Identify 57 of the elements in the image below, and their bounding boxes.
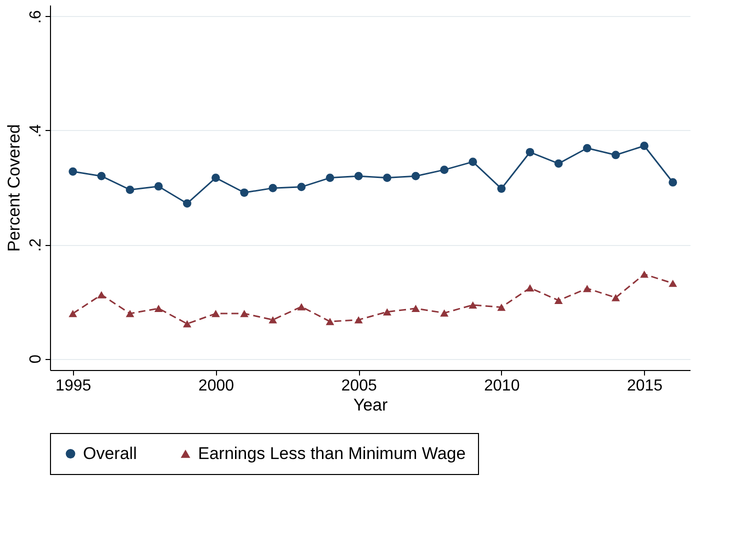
point [268,184,278,192]
y-tick-label: 0 [28,354,44,364]
y-tick-label: .6 [28,10,44,24]
point [326,318,334,326]
point [612,150,620,160]
point [212,310,220,318]
point [126,186,134,194]
point [97,291,106,298]
point [354,316,363,324]
point [468,158,478,166]
point [297,303,306,310]
point [582,284,592,292]
point [240,310,248,318]
point [554,159,563,168]
point [268,316,278,324]
x-tick-label: 1995 [56,378,92,394]
legend-label: Earnings Less than Minimum Wage [198,444,466,463]
x-axis-title: Year [353,396,388,414]
point [440,166,448,174]
point [326,174,334,182]
point [354,172,363,180]
point [182,320,192,328]
point [68,310,78,318]
point [212,174,220,182]
point [382,174,392,182]
point [182,199,192,208]
point [640,142,648,150]
point [382,308,392,316]
point [554,296,563,304]
y-tick-label: .4 [28,124,44,138]
point [412,304,420,312]
point [468,301,478,309]
point [440,309,448,317]
point [612,294,620,302]
point [668,178,678,187]
point [526,284,534,292]
x-tick-label: 2005 [341,378,377,394]
point [497,184,506,193]
point [497,304,506,311]
point [97,172,106,180]
point [154,182,163,191]
point [297,182,306,192]
point [668,280,678,287]
y-axis-title: Percent Covered [4,124,24,252]
point [412,172,420,180]
point [640,270,648,278]
x-tick-label: 2010 [484,378,520,394]
point [68,167,78,176]
point [526,148,534,156]
point [240,188,248,197]
y-tick-label: .2 [28,238,44,252]
point [126,310,134,318]
point [154,304,163,312]
legend-label: Overall [83,444,137,463]
x-tick-label: 2015 [626,378,663,394]
x-tick-label: 2000 [198,378,234,394]
point [582,144,592,152]
